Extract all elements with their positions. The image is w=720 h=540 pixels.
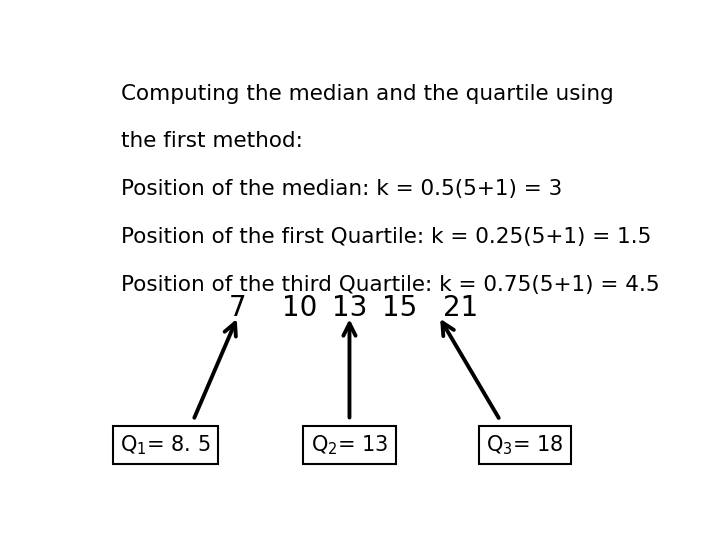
Text: 21: 21 <box>444 294 479 322</box>
Text: 10: 10 <box>282 294 317 322</box>
Text: Q$_2$= 13: Q$_2$= 13 <box>311 434 388 457</box>
Text: Position of the third Quartile: k = 0.75(5+1) = 4.5: Position of the third Quartile: k = 0.75… <box>121 275 660 295</box>
Text: Position of the median: k = 0.5(5+1) = 3: Position of the median: k = 0.5(5+1) = 3 <box>121 179 562 199</box>
Text: Computing the median and the quartile using: Computing the median and the quartile us… <box>121 84 613 104</box>
Text: Q$_1$= 8. 5: Q$_1$= 8. 5 <box>120 434 211 457</box>
Text: 7: 7 <box>229 294 247 322</box>
Text: the first method:: the first method: <box>121 131 302 151</box>
Text: Q$_3$= 18: Q$_3$= 18 <box>487 434 564 457</box>
Text: 13: 13 <box>332 294 367 322</box>
Text: Position of the first Quartile: k = 0.25(5+1) = 1.5: Position of the first Quartile: k = 0.25… <box>121 227 651 247</box>
Text: 15: 15 <box>382 294 418 322</box>
